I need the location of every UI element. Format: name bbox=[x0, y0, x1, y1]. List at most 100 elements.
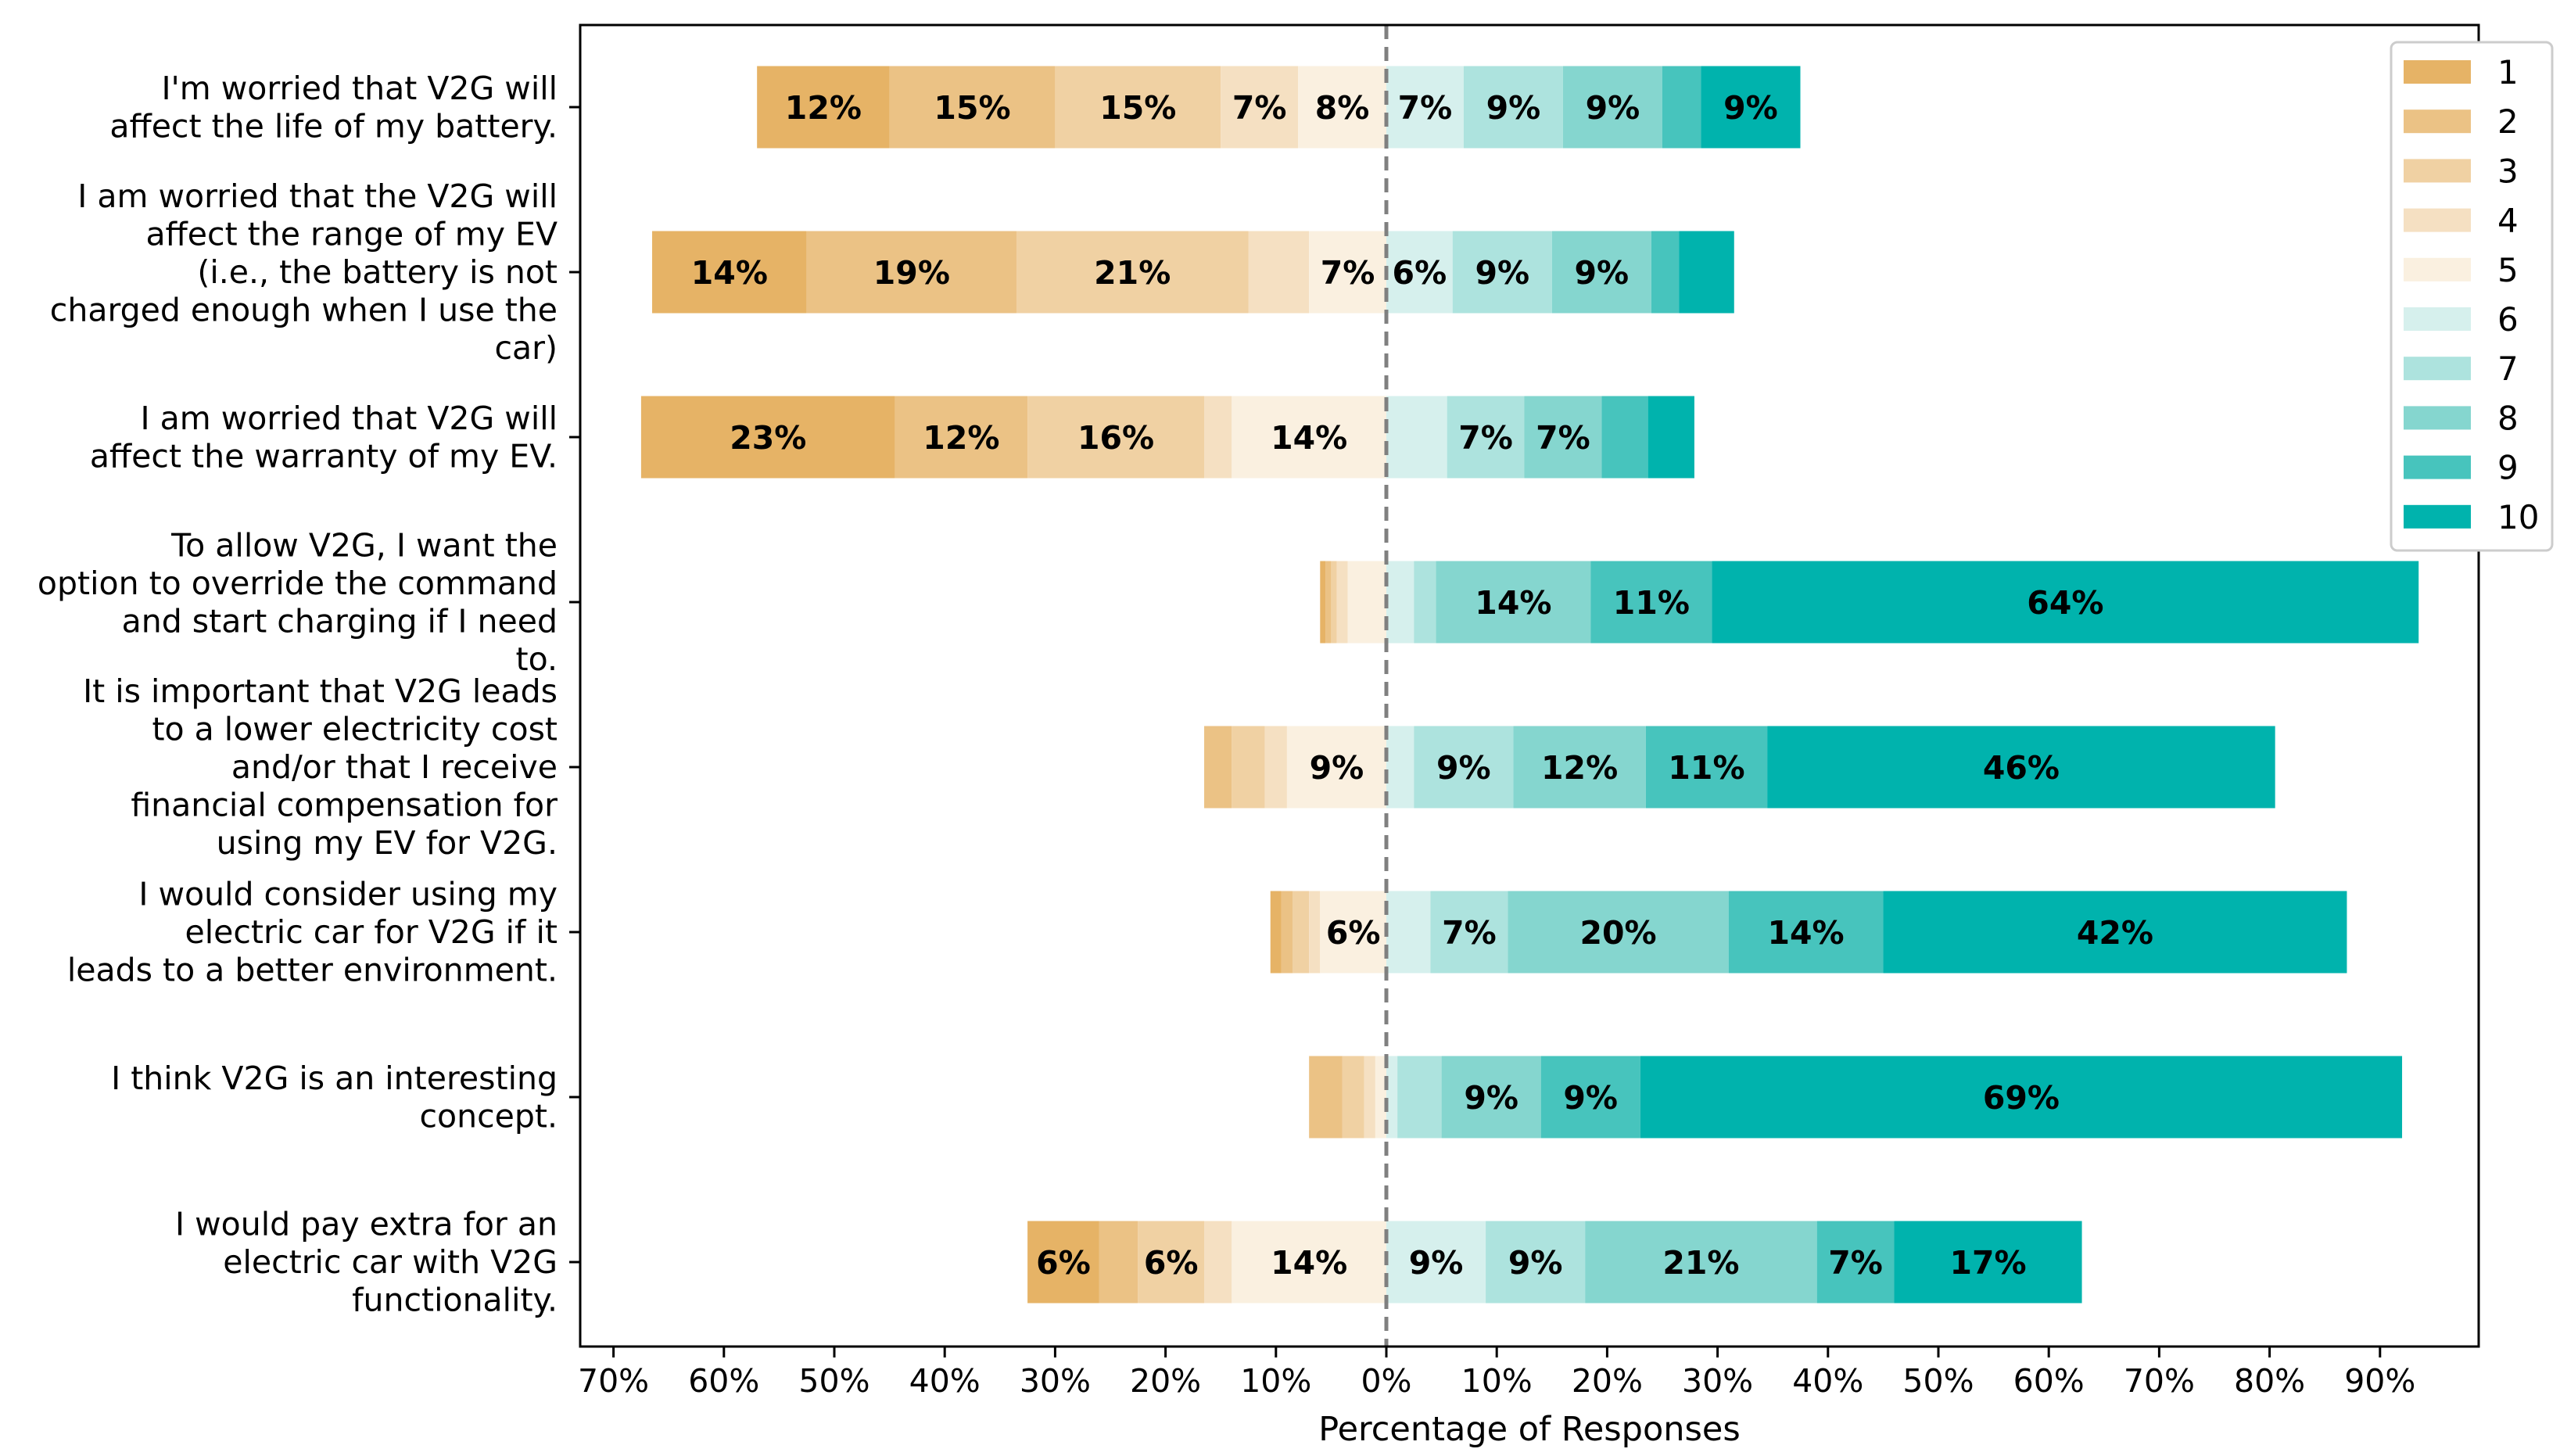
bar-segment-q7-level-6 bbox=[1386, 1056, 1398, 1139]
legend-label-4: 4 bbox=[2497, 202, 2519, 240]
x-tick-label: 30% bbox=[1020, 1362, 1091, 1400]
bar-segment-q4-level-3 bbox=[1331, 561, 1337, 644]
bar-segment-q5-level-3 bbox=[1232, 726, 1265, 809]
bar-segment-q4-level-9 bbox=[1590, 561, 1712, 644]
bar-segment-q2-level-10 bbox=[1679, 231, 1734, 314]
bar-segment-q4-level-1 bbox=[1320, 561, 1326, 644]
x-tick-label: 50% bbox=[1902, 1362, 1974, 1400]
bar-segment-q2-level-1 bbox=[652, 231, 807, 314]
data-label: 15% bbox=[934, 89, 1010, 127]
y-tick-label: electric car for V2G if it bbox=[185, 913, 558, 951]
y-tick-label: I think V2G is an interesting bbox=[111, 1060, 558, 1097]
y-tick-label: affect the life of my battery. bbox=[109, 107, 558, 145]
bar-segment-q6-level-10 bbox=[1883, 891, 2347, 974]
data-label: 23% bbox=[730, 419, 806, 457]
y-tick-label: functionality. bbox=[352, 1282, 558, 1319]
data-label: 8% bbox=[1315, 89, 1370, 127]
y-tick-label: I would consider using my bbox=[138, 876, 558, 913]
y-tick-label: I would pay extra for an bbox=[175, 1206, 558, 1243]
y-tick-label: I'm worried that V2G will bbox=[161, 70, 558, 107]
data-label: 9% bbox=[1409, 1244, 1464, 1282]
bar-segment-q1-level-7 bbox=[1463, 66, 1563, 149]
data-label: 7% bbox=[1442, 914, 1497, 952]
data-label: 12% bbox=[785, 89, 862, 127]
bar-segment-q4-level-5 bbox=[1347, 561, 1386, 644]
y-tick-label: electric car with V2G bbox=[223, 1243, 558, 1281]
data-label: 17% bbox=[1949, 1244, 2026, 1282]
data-label: 6% bbox=[1144, 1244, 1199, 1282]
y-tick-label: I am worried that the V2G will bbox=[77, 178, 558, 215]
bar-segment-q7-level-2 bbox=[1309, 1056, 1343, 1139]
y-tick-label: and/or that I receive bbox=[231, 748, 558, 786]
data-label: 14% bbox=[691, 254, 768, 292]
legend-swatch-3 bbox=[2404, 159, 2471, 183]
y-tick-label: charged enough when I use the bbox=[50, 292, 558, 329]
y-tick-label: concept. bbox=[419, 1097, 558, 1135]
x-tick-label: 80% bbox=[2234, 1362, 2305, 1400]
data-label: 15% bbox=[1099, 89, 1176, 127]
data-label: 9% bbox=[1563, 1079, 1618, 1117]
bar-segment-q5-level-9 bbox=[1645, 726, 1768, 809]
bar-segment-q2-level-8 bbox=[1551, 231, 1651, 314]
y-tick-label: affect the range of my EV bbox=[145, 216, 558, 253]
legend-label-8: 8 bbox=[2497, 399, 2519, 437]
bar-segment-q8-level-9 bbox=[1816, 1221, 1895, 1304]
legend-label-6: 6 bbox=[2497, 300, 2519, 339]
bar-segment-q2-level-3 bbox=[1016, 231, 1249, 314]
bar-segment-q3-level-8 bbox=[1524, 396, 1602, 479]
bar-segment-q4-level-2 bbox=[1325, 561, 1332, 644]
bar-segment-q1-level-5 bbox=[1298, 66, 1386, 149]
bar-segment-q5-level-4 bbox=[1264, 726, 1287, 809]
bar-segment-q6-level-2 bbox=[1281, 891, 1293, 974]
legend-label-10: 10 bbox=[2497, 498, 2539, 536]
x-tick-label: 70% bbox=[2124, 1362, 2195, 1400]
data-label: 9% bbox=[1310, 749, 1364, 787]
bar-segment-q6-level-6 bbox=[1386, 891, 1431, 974]
bar-segment-q6-level-5 bbox=[1320, 891, 1386, 974]
bar-segment-q8-level-2 bbox=[1099, 1221, 1138, 1304]
bar-segment-q6-level-7 bbox=[1430, 891, 1508, 974]
legend-swatch-7 bbox=[2404, 357, 2471, 381]
data-label: 9% bbox=[1723, 89, 1778, 127]
bar-segment-q2-level-4 bbox=[1248, 231, 1310, 314]
legend-swatch-4 bbox=[2404, 208, 2471, 232]
y-tick-label: to. bbox=[516, 640, 558, 678]
y-tick-label: using my EV for V2G. bbox=[217, 824, 558, 862]
legend: 1 2 3 4 5 6 7 8 9 10 bbox=[2390, 41, 2554, 552]
x-tick-label: 20% bbox=[1572, 1362, 1643, 1400]
bar-segment-q8-level-6 bbox=[1386, 1221, 1486, 1304]
y-tick-label: I am worried that V2G will bbox=[141, 400, 558, 437]
legend-swatch-6 bbox=[2404, 307, 2471, 331]
bar-segment-q6-level-4 bbox=[1309, 891, 1321, 974]
legend-swatch-1 bbox=[2404, 60, 2471, 84]
bar-segment-q8-level-1 bbox=[1027, 1221, 1099, 1304]
bar-segment-q2-level-2 bbox=[806, 231, 1016, 314]
x-axis-title: Percentage of Responses bbox=[1318, 1410, 1741, 1449]
bar-segment-q8-level-7 bbox=[1486, 1221, 1586, 1304]
x-tick-label: 70% bbox=[578, 1362, 649, 1400]
data-label: 7% bbox=[1232, 89, 1287, 127]
data-label: 7% bbox=[1458, 419, 1513, 457]
bar-segment-q7-level-5 bbox=[1375, 1056, 1386, 1139]
bar-segment-q1-level-1 bbox=[757, 66, 890, 149]
bar-segment-q1-level-9 bbox=[1662, 66, 1701, 149]
y-tick-label: option to override the command bbox=[38, 565, 558, 602]
bar-segment-q3-level-4 bbox=[1204, 396, 1232, 479]
data-label: 9% bbox=[1464, 1079, 1518, 1117]
data-label: 7% bbox=[1536, 419, 1590, 457]
bar-segment-q6-level-3 bbox=[1292, 891, 1310, 974]
bar-segment-q7-level-7 bbox=[1397, 1056, 1442, 1139]
bar-segment-q5-level-6 bbox=[1386, 726, 1414, 809]
data-label: 14% bbox=[1767, 914, 1844, 952]
bar-segment-q4-level-10 bbox=[1712, 561, 2419, 644]
legend-label-3: 3 bbox=[2497, 152, 2519, 190]
data-label: 11% bbox=[1613, 584, 1690, 622]
bar-segment-q1-level-4 bbox=[1221, 66, 1299, 149]
data-label: 12% bbox=[1541, 749, 1618, 787]
bar-segment-q5-level-8 bbox=[1513, 726, 1646, 809]
data-label: 64% bbox=[2027, 584, 2103, 622]
bar-segment-q8-level-10 bbox=[1894, 1221, 2082, 1304]
bar-segment-q3-level-5 bbox=[1232, 396, 1386, 479]
